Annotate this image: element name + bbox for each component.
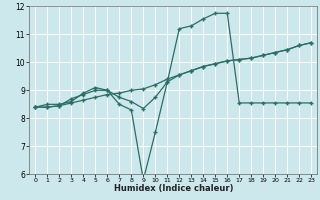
X-axis label: Humidex (Indice chaleur): Humidex (Indice chaleur) — [114, 184, 233, 193]
